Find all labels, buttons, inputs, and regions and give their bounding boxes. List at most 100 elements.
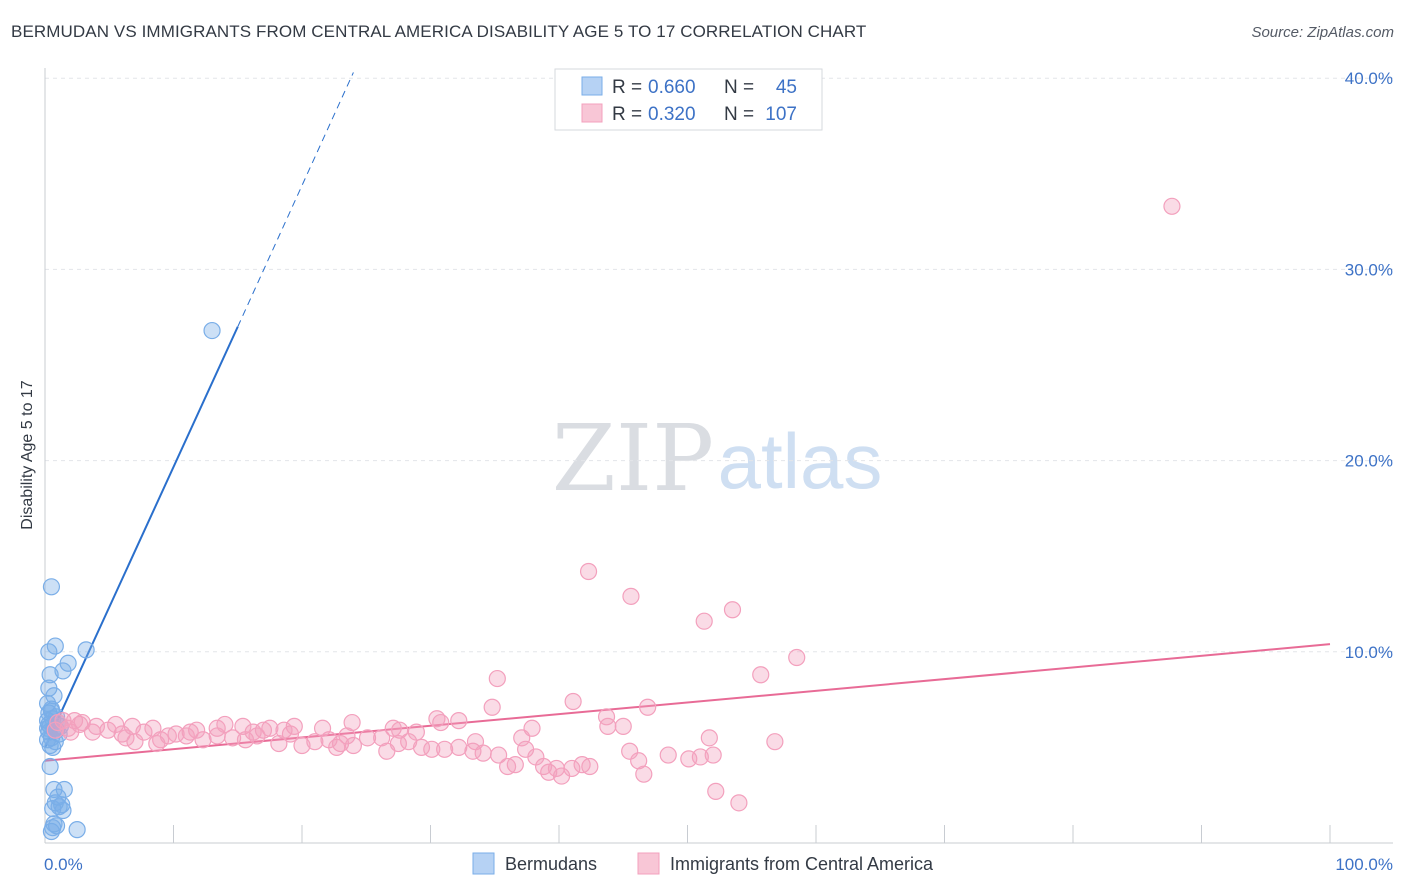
- immigrants-point-58: [281, 725, 300, 743]
- legend-bottom-swatch-blue: [472, 852, 495, 875]
- immigrants-point-12: [428, 710, 446, 728]
- grid: [45, 77, 1393, 653]
- y-tick-label-1: 20.0%: [1345, 452, 1393, 471]
- immigrants-point-24: [261, 719, 279, 737]
- immigrants-point-8: [564, 692, 582, 711]
- immigrants-point-69: [423, 740, 441, 758]
- immigrants-point-97: [766, 733, 784, 751]
- trend-line-bermudans: [44, 326, 239, 748]
- immigrants-point-9: [639, 698, 657, 716]
- immigrants-point-29: [188, 721, 206, 739]
- legend-top-swatch-blue: [581, 76, 603, 96]
- bermudans-point-3: [77, 641, 95, 659]
- bermudans-point-0: [42, 578, 61, 596]
- immigrants-point-76: [506, 756, 524, 774]
- watermark-zip: ZIP: [552, 405, 714, 512]
- immigrants-point-19: [391, 721, 409, 739]
- immigrants-point-13: [450, 712, 468, 730]
- legend-bottom: Bermudans Immigrants from Central Americ…: [472, 852, 934, 875]
- immigrants-point-2: [622, 587, 640, 605]
- immigrants-point-68: [412, 738, 431, 757]
- immigrants-point-85: [581, 757, 599, 776]
- chart-title: BERMUDAN VS IMMIGRANTS FROM CENTRAL AMER…: [11, 22, 867, 41]
- bermudans-point-6: [41, 666, 59, 684]
- immigrants-point-96: [730, 794, 748, 812]
- immigrants-point-95: [707, 782, 725, 800]
- immigrants-point-46: [62, 723, 80, 741]
- bermudans-point-23: [44, 738, 62, 757]
- source-note: Source: ZipAtlas.com: [1251, 24, 1394, 41]
- immigrants-point-72: [464, 742, 482, 760]
- bermudans-point-33: [44, 799, 62, 818]
- legend-bottom-label-pink: Immigrants from Central America: [670, 854, 934, 874]
- y-tick-label-0: 10.0%: [1345, 643, 1393, 662]
- immigrants-point-94: [704, 746, 722, 764]
- immigrants-point-59: [293, 736, 311, 755]
- immigrants-point-60: [306, 733, 324, 751]
- immigrants-point-7: [488, 669, 506, 688]
- immigrants-point-98: [513, 729, 531, 747]
- legend-r-value-2: 0.320: [648, 104, 696, 125]
- x-tick-label-min: 0.0%: [44, 855, 83, 874]
- immigrants-point-63: [344, 736, 362, 755]
- bermudans-point-32: [53, 796, 71, 814]
- x-tick-labels: 0.0% 100.0%: [44, 855, 1393, 874]
- series-bermudans-points: [38, 321, 221, 841]
- bermudans-point-1: [46, 637, 64, 655]
- legend-n-label-2: N =: [724, 104, 754, 125]
- legend-r-label-1: R =: [612, 77, 642, 98]
- immigrants-point-103: [117, 729, 135, 747]
- immigrants-point-101: [248, 727, 266, 745]
- immigrants-point-104: [378, 742, 396, 760]
- immigrants-point-54: [224, 729, 242, 747]
- immigrants-point-86: [614, 717, 632, 735]
- bermudans-point-2: [40, 643, 58, 661]
- bermudans-point-5: [54, 662, 72, 680]
- immigrants-point-105: [328, 738, 346, 757]
- immigrants-point-90: [659, 746, 677, 764]
- immigrants-point-47: [73, 713, 91, 732]
- immigrants-point-89: [635, 765, 653, 783]
- immigrants-point-45: [46, 721, 64, 739]
- legend-bottom-label-blue: Bermudans: [505, 854, 597, 874]
- bermudans-point-41: [203, 321, 221, 340]
- immigrants-point-57: [270, 734, 288, 753]
- y-tick-label-3: 40.0%: [1345, 69, 1393, 88]
- immigrants-point-52: [194, 731, 212, 749]
- bermudans-point-27: [41, 757, 59, 776]
- bermudans-point-40: [44, 819, 62, 837]
- legend-bottom-swatch-pink: [637, 852, 660, 875]
- immigrants-point-6: [752, 666, 770, 684]
- immigrants-point-49: [126, 733, 144, 751]
- immigrants-point-71: [450, 738, 468, 757]
- immigrants-point-1: [579, 562, 598, 581]
- immigrants-point-74: [490, 746, 508, 764]
- x-tick-label-max: 100.0%: [1335, 855, 1393, 874]
- immigrants-point-3: [723, 601, 742, 619]
- immigrants-point-26: [234, 717, 252, 735]
- immigrants-point-18: [384, 719, 402, 737]
- trend-line-bermudans-extension: [237, 72, 354, 327]
- immigrants-point-102: [152, 731, 170, 749]
- immigrants-point-64: [358, 729, 377, 747]
- immigrants-point-100: [407, 723, 425, 741]
- immigrants-point-56: [254, 721, 273, 739]
- trend-line-immigrants: [44, 643, 1331, 762]
- immigrants-point-83: [563, 759, 581, 778]
- legend-r-value-1: 0.660: [648, 77, 696, 98]
- immigrants-point-93: [700, 729, 718, 747]
- y-tick-labels: 10.0% 20.0% 30.0% 40.0%: [1345, 69, 1393, 662]
- immigrants-point-5: [788, 648, 806, 667]
- immigrants-point-0: [1163, 197, 1181, 215]
- immigrants-point-16: [599, 717, 617, 735]
- immigrants-point-80: [540, 763, 558, 781]
- legend-top: R = 0.660 N = 45 R = 0.320 N = 107: [554, 68, 823, 131]
- immigrants-point-51: [177, 727, 195, 745]
- immigrants-point-92: [691, 748, 709, 766]
- immigrants-point-70: [436, 740, 454, 758]
- legend-n-value-2: 107: [765, 104, 797, 125]
- bermudans-point-35: [54, 801, 72, 820]
- legend-n-value-1: 45: [776, 77, 797, 98]
- series-immigrants-points: [46, 197, 1181, 812]
